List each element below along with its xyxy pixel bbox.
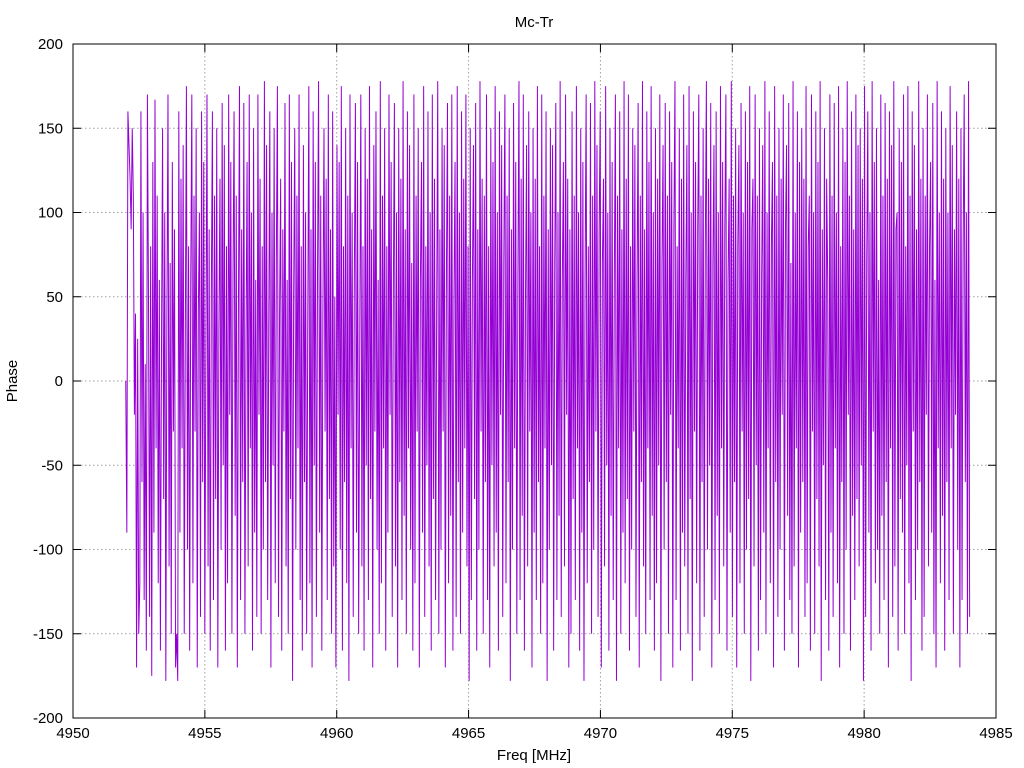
axis-ticks: 4950 4955 4960 4965 4970 4975 4980 4985 -200 -150… [33,36,1013,742]
y-tick-label: 100 [38,205,63,222]
y-axis-label: Phase [4,360,21,403]
plot-frame [72,43,997,719]
phase-series-line [125,81,971,681]
x-tick-label: 4975 [716,725,749,742]
y-tick-label: 200 [38,36,63,53]
x-tick-label: 4985 [979,725,1012,742]
x-tick-label: 4950 [56,725,89,742]
y-tick-label: -100 [33,542,63,559]
x-tick-label: 4965 [452,725,485,742]
x-tick-label: 4970 [584,725,617,742]
x-tick-label: 4980 [847,725,880,742]
y-tick-label: 50 [46,289,63,306]
chart-title: Mc-Tr [515,14,554,31]
y-tick-label: 150 [38,120,63,137]
y-tick-label: -50 [41,457,63,474]
x-tick-label: 4955 [188,725,221,742]
x-tick-label: 4960 [320,725,353,742]
x-axis-label: Freq [MHz] [497,747,571,764]
y-tick-label: 0 [55,373,63,390]
y-tick-label: -200 [33,710,63,727]
series-layer [125,81,971,681]
y-tick-label: -150 [33,626,63,643]
